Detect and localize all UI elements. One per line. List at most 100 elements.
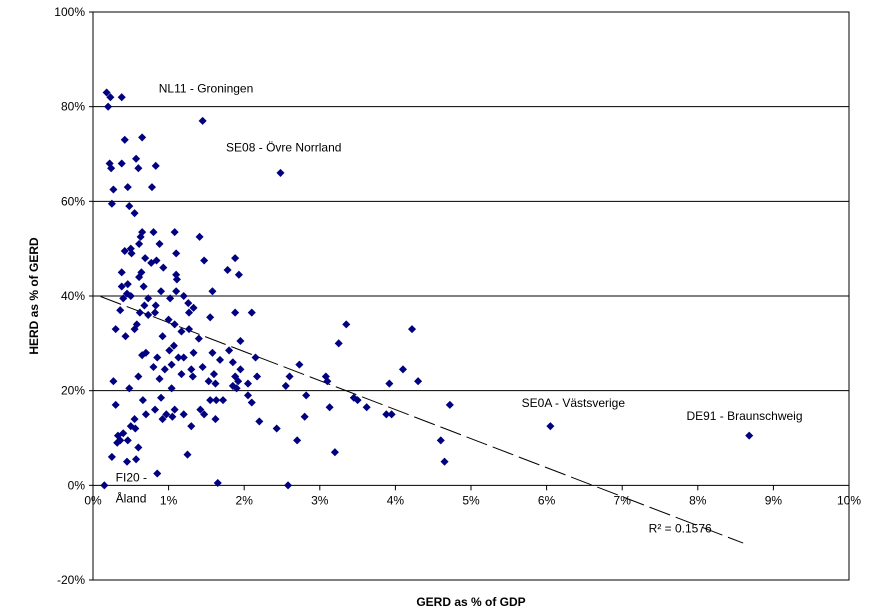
trendline <box>100 296 744 544</box>
data-point <box>160 365 169 374</box>
data-point <box>445 400 454 409</box>
data-point <box>293 436 302 445</box>
data-point <box>135 308 144 317</box>
data-point <box>170 320 179 329</box>
data-point <box>159 263 168 272</box>
data-point <box>174 353 183 362</box>
data-point <box>157 287 166 296</box>
x-tick-label: 3% <box>311 493 329 507</box>
data-point <box>119 294 128 303</box>
data-point <box>107 164 116 173</box>
data-point <box>139 282 148 291</box>
data-point <box>121 332 130 341</box>
y-tick-label: 40% <box>61 289 85 303</box>
y-tick-label: 80% <box>61 100 85 114</box>
data-point <box>212 396 221 405</box>
point-annotation: SE0A - Västsverige <box>522 396 626 410</box>
data-point <box>208 287 217 296</box>
data-point <box>196 405 205 414</box>
data-point <box>104 102 113 111</box>
data-point <box>189 348 198 357</box>
data-point <box>157 393 166 402</box>
y-tick-label: 0% <box>68 478 86 492</box>
data-point <box>325 403 334 412</box>
data-point <box>234 270 243 279</box>
data-point <box>387 410 396 419</box>
data-point <box>223 265 232 274</box>
data-point <box>111 325 120 334</box>
data-point <box>164 315 173 324</box>
data-point <box>123 280 132 289</box>
y-axis-title: HERD as % of GERD <box>27 237 41 355</box>
data-point <box>172 287 181 296</box>
data-point <box>132 455 141 464</box>
data-point <box>130 209 139 218</box>
data-point <box>276 168 285 177</box>
data-point <box>117 93 126 102</box>
data-point <box>155 374 164 383</box>
data-point <box>116 436 125 445</box>
data-point <box>116 306 125 315</box>
data-point <box>109 377 118 386</box>
data-point <box>231 308 240 317</box>
data-point <box>195 232 204 241</box>
y-tick-label: -20% <box>57 573 85 587</box>
x-axis-title: GERD as % of GDP <box>416 595 525 609</box>
data-point <box>247 308 256 317</box>
data-point <box>120 135 129 144</box>
data-point <box>225 346 234 355</box>
data-point <box>117 268 126 277</box>
data-point <box>194 334 203 343</box>
data-point <box>170 228 179 237</box>
point-annotation: FI20 - <box>116 471 147 485</box>
data-point <box>120 247 129 256</box>
data-point <box>135 239 144 248</box>
data-point <box>165 346 174 355</box>
data-point <box>151 161 160 170</box>
data-point <box>136 232 145 241</box>
data-point <box>198 362 207 372</box>
data-point <box>285 372 294 381</box>
data-point <box>119 429 128 438</box>
data-point <box>132 154 141 163</box>
y-axis-ticks: -20% 0% 20% 40% 60% 80% 100% <box>54 5 93 587</box>
data-point <box>138 133 147 142</box>
data-point <box>436 436 445 445</box>
x-tick-label: 8% <box>689 493 707 507</box>
data-point <box>243 379 253 388</box>
data-point <box>111 400 120 409</box>
x-tick-label: 5% <box>462 493 480 507</box>
data-point <box>144 310 153 319</box>
data-point <box>130 325 139 334</box>
data-point <box>153 353 162 362</box>
data-point <box>408 325 417 334</box>
data-point <box>302 391 311 400</box>
data-point <box>117 282 126 291</box>
data-point <box>172 275 181 284</box>
data-point <box>236 365 245 374</box>
data-point <box>141 254 150 263</box>
data-point <box>147 258 156 267</box>
data-point <box>385 379 394 388</box>
data-point <box>189 303 198 312</box>
data-point <box>362 403 371 412</box>
data-point <box>255 417 264 426</box>
data-point <box>184 299 193 308</box>
point-annotations: NL11 - Groningen SE08 - Övre Norrland SE0A… <box>116 81 803 505</box>
gridlines <box>93 106 849 392</box>
data-point <box>228 358 237 367</box>
data-points <box>100 88 754 490</box>
x-axis-ticks: 0% 1% 2% 3% 4% 5% 6% 7% 8% 9% 10% <box>84 485 861 507</box>
data-point <box>281 381 290 390</box>
data-point <box>349 393 358 402</box>
data-point <box>243 391 253 400</box>
data-point <box>187 422 196 431</box>
data-point <box>153 469 162 478</box>
data-point <box>219 396 228 405</box>
data-point <box>213 478 222 487</box>
data-point <box>183 450 192 459</box>
x-tick-label: 2% <box>236 493 254 507</box>
data-point <box>236 336 245 345</box>
data-point <box>126 291 135 301</box>
